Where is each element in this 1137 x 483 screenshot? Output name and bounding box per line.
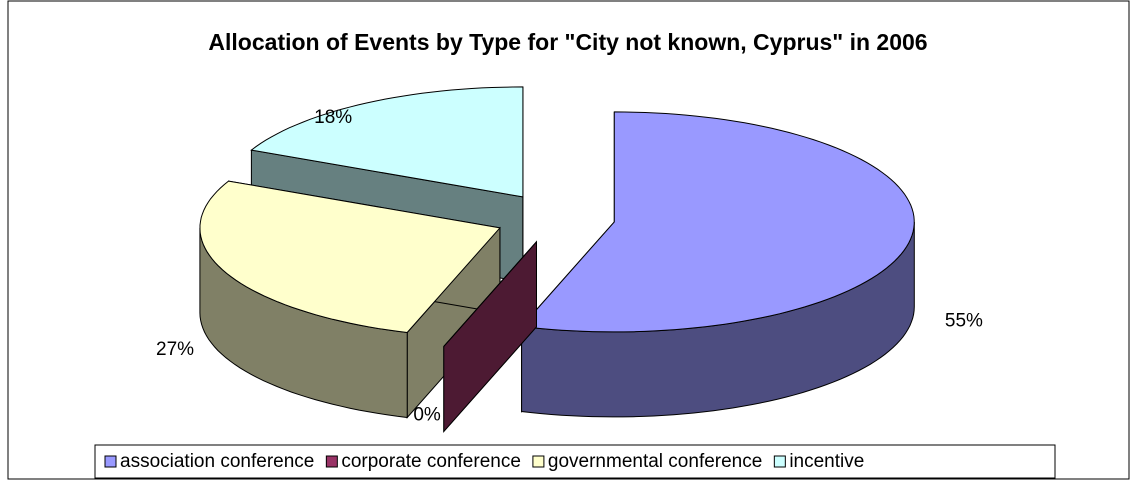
legend-box [94,444,1056,479]
chart-title: Allocation of Events by Type for "City n… [208,29,928,55]
legend-label: governmental conference [548,451,762,472]
legend-swatch [773,455,786,468]
data-label: 55% [945,311,983,332]
legend-swatch [532,455,545,468]
data-label: 18% [314,107,352,128]
legend-swatch [104,455,117,468]
pie-slice [443,241,537,347]
legend-swatch [325,455,338,468]
legend-label: incentive [789,451,864,472]
pie-slice [250,86,524,198]
data-label: 27% [156,339,194,360]
pie-slice [520,111,915,333]
pie-slice [199,180,501,334]
legend-label: corporate conference [341,451,521,472]
data-label: 0% [413,405,441,426]
chart-border [7,0,1130,480]
legend-label: association conference [120,451,314,472]
